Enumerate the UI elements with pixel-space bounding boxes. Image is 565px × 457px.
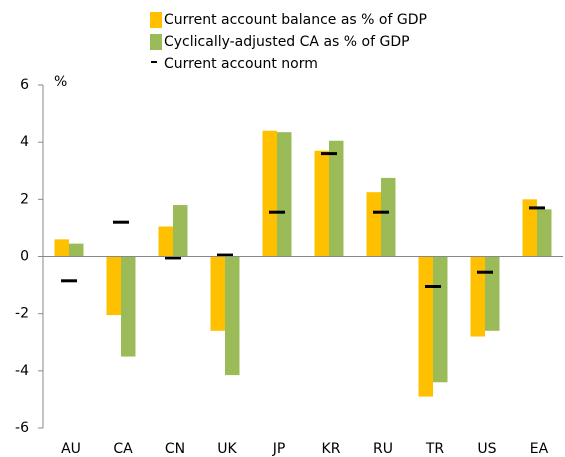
- legend-swatch: [150, 12, 162, 28]
- bar: [277, 132, 292, 257]
- legend-label: Current account balance as % of GDP: [164, 12, 427, 28]
- x-tick-label: CN: [165, 441, 185, 457]
- x-tick-label: JP: [272, 441, 286, 457]
- x-tick-label: RU: [373, 441, 393, 457]
- bar: [54, 239, 69, 257]
- bar: [433, 256, 448, 383]
- bar: [314, 150, 329, 257]
- bar: [173, 205, 188, 257]
- x-tick-label: US: [477, 441, 496, 457]
- legend-label: Cyclically-adjusted CA as % of GDP: [164, 34, 410, 50]
- bar: [522, 199, 537, 257]
- x-tick-label: TR: [425, 441, 445, 457]
- y-tick-label: 0: [20, 249, 29, 265]
- legend-label: Current account norm: [164, 56, 318, 72]
- bar: [381, 177, 396, 257]
- bar: [158, 226, 173, 257]
- bar: [262, 130, 277, 257]
- x-tick-label: EA: [530, 441, 549, 457]
- x-tick-label: AU: [61, 441, 81, 457]
- x-tick-label: UK: [217, 441, 237, 457]
- bar: [366, 192, 381, 257]
- bar: [210, 256, 225, 331]
- y-unit: %: [54, 74, 67, 90]
- bar: [537, 209, 552, 257]
- y-tick-label: -2: [15, 306, 29, 322]
- y-tick-label: 4: [20, 134, 29, 150]
- bar: [329, 140, 344, 257]
- bar: [485, 256, 500, 331]
- bar: [225, 256, 240, 376]
- y-tick-label: -4: [15, 363, 29, 379]
- y-tick-label: 6: [20, 77, 29, 93]
- x-tick-label: CA: [113, 441, 133, 457]
- legend-swatch: [150, 34, 162, 50]
- bar: [69, 243, 84, 257]
- x-tick-label: KR: [322, 441, 341, 457]
- bar: [470, 256, 485, 337]
- bar: [106, 256, 121, 316]
- bar: [418, 256, 433, 397]
- y-tick-label: -6: [15, 420, 29, 436]
- bar: [121, 256, 136, 357]
- y-tick-label: 2: [20, 191, 29, 207]
